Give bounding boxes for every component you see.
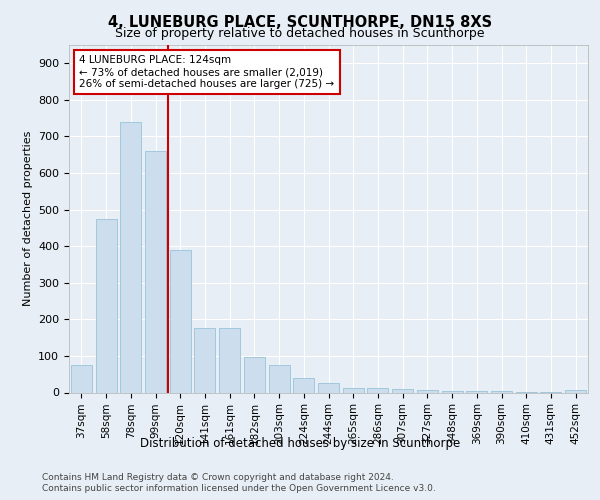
Text: 4 LUNEBURG PLACE: 124sqm
← 73% of detached houses are smaller (2,019)
26% of sem: 4 LUNEBURG PLACE: 124sqm ← 73% of detach… xyxy=(79,56,335,88)
Bar xyxy=(120,122,141,392)
Bar xyxy=(145,151,166,392)
Bar xyxy=(170,250,191,392)
Bar xyxy=(244,357,265,392)
Text: 4, LUNEBURG PLACE, SCUNTHORPE, DN15 8XS: 4, LUNEBURG PLACE, SCUNTHORPE, DN15 8XS xyxy=(108,15,492,30)
Bar xyxy=(367,388,388,392)
Bar xyxy=(343,388,364,392)
Bar xyxy=(269,365,290,392)
Bar xyxy=(293,378,314,392)
Text: Contains public sector information licensed under the Open Government Licence v3: Contains public sector information licen… xyxy=(42,484,436,493)
Bar xyxy=(71,365,92,392)
Bar xyxy=(95,219,116,392)
Text: Distribution of detached houses by size in Scunthorpe: Distribution of detached houses by size … xyxy=(140,438,460,450)
Bar xyxy=(219,328,240,392)
Bar xyxy=(442,390,463,392)
Text: Contains HM Land Registry data © Crown copyright and database right 2024.: Contains HM Land Registry data © Crown c… xyxy=(42,472,394,482)
Bar xyxy=(417,390,438,392)
Bar xyxy=(392,389,413,392)
Y-axis label: Number of detached properties: Number of detached properties xyxy=(23,131,32,306)
Bar xyxy=(466,390,487,392)
Bar xyxy=(318,382,339,392)
Bar xyxy=(565,390,586,392)
Bar xyxy=(194,328,215,392)
Text: Size of property relative to detached houses in Scunthorpe: Size of property relative to detached ho… xyxy=(115,28,485,40)
